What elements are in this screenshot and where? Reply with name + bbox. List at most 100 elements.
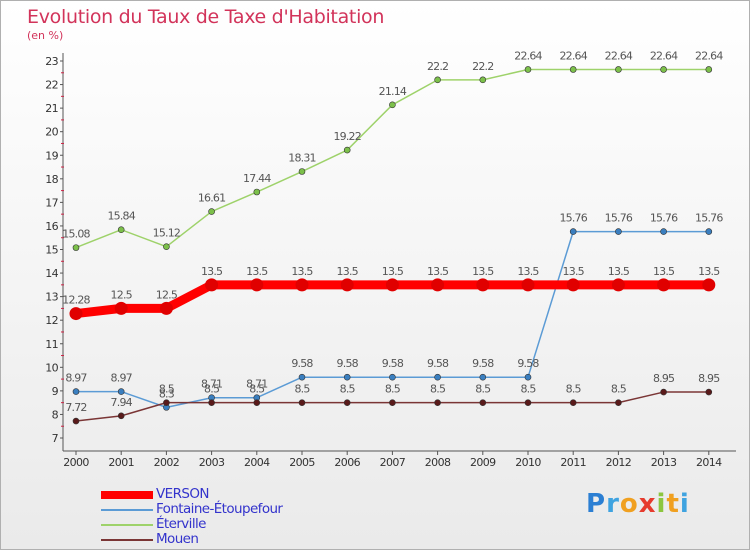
data-point (114, 301, 128, 315)
x-tick-label: 2004 (244, 456, 270, 469)
data-label: 12.28 (62, 294, 90, 307)
data-label: 13.5 (246, 265, 268, 278)
brand-logo: Proxiti (586, 489, 690, 519)
x-tick-label: 2010 (515, 456, 541, 469)
data-label: 8.97 (111, 372, 133, 385)
data-label: 7.72 (65, 401, 86, 414)
data-label: 8.5 (611, 383, 627, 396)
data-point (298, 399, 306, 406)
x-tick-label: 2001 (108, 456, 134, 469)
legend-label: Fontaine-Étoupefour (156, 501, 283, 517)
logo-letter: i (656, 489, 667, 519)
legend-label: Éterville (156, 516, 206, 532)
data-label: 15.76 (650, 212, 678, 225)
logo-letter: P (586, 489, 607, 519)
y-tick-label: 14 (45, 267, 58, 280)
legend-label: Mouen (156, 531, 199, 547)
data-point (298, 168, 306, 175)
x-tick-label: 2000 (63, 456, 89, 469)
data-label: 9.58 (427, 357, 449, 370)
legend-swatch (101, 524, 153, 526)
data-point (524, 66, 532, 73)
data-point (615, 66, 622, 73)
logo-letter: o (619, 489, 639, 519)
data-point (479, 373, 487, 381)
x-tick-label: 2009 (470, 456, 496, 469)
data-label: 22.64 (695, 49, 723, 62)
y-tick-label: 7 (52, 432, 59, 445)
data-point (205, 278, 219, 292)
data-point (343, 146, 351, 154)
data-point (208, 399, 215, 406)
data-label: 22.2 (427, 60, 448, 73)
data-label: 8.5 (294, 383, 310, 396)
data-label: 8.5 (520, 383, 536, 396)
chart-unit-label: (en %) (27, 29, 64, 42)
data-point (660, 388, 667, 396)
data-label: 8.71 (246, 378, 267, 391)
data-label: 18.31 (288, 152, 316, 165)
x-tick-label: 2011 (560, 456, 586, 469)
data-label: 16.61 (198, 192, 226, 205)
data-point (569, 228, 577, 235)
chart-title: Evolution du Taux de Taxe d'Habitation (27, 6, 385, 28)
data-label: 8.5 (159, 383, 175, 396)
data-label: 9.58 (382, 357, 404, 370)
data-label: 13.5 (201, 265, 223, 278)
y-tick-label: 22 (45, 79, 58, 92)
data-point (385, 278, 399, 292)
y-tick-label: 17 (45, 196, 58, 209)
data-point (524, 399, 532, 406)
x-tick-label: 2003 (199, 456, 225, 469)
data-point (434, 373, 441, 381)
data-label: 19.22 (333, 130, 361, 143)
legend-swatch (101, 509, 153, 511)
data-label: 13.5 (337, 265, 359, 278)
data-label: 9.58 (472, 357, 494, 370)
data-label: 13.5 (563, 265, 585, 278)
data-point (72, 417, 80, 425)
data-label: 13.5 (698, 265, 720, 278)
y-tick-label: 15 (45, 244, 58, 257)
logo-letter: t (666, 489, 680, 519)
data-label: 15.76 (559, 212, 587, 225)
y-tick-label: 23 (45, 55, 58, 68)
y-tick-label: 19 (45, 149, 58, 162)
y-tick-label: 8 (52, 408, 59, 421)
data-point (524, 373, 532, 381)
x-tick-label: 2002 (154, 456, 180, 469)
data-point (569, 66, 577, 73)
data-label: 13.5 (472, 265, 494, 278)
data-label: 7.94 (111, 396, 133, 409)
data-label: 8.5 (340, 383, 356, 396)
x-tick-label: 2013 (651, 456, 677, 469)
y-tick-label: 20 (45, 126, 58, 139)
data-label: 15.84 (107, 210, 135, 223)
data-label: 15.76 (605, 212, 633, 225)
data-label: 17.44 (243, 172, 271, 185)
data-point (295, 278, 309, 292)
x-tick-label: 2014 (696, 456, 722, 469)
data-label: 13.5 (517, 265, 539, 278)
data-point (702, 278, 716, 292)
data-point (163, 243, 170, 250)
data-label: 22.2 (472, 60, 493, 73)
y-tick-label: 21 (45, 102, 58, 115)
data-point (253, 399, 261, 406)
data-point (250, 278, 264, 292)
data-label: 8.5 (385, 383, 401, 396)
data-point (208, 208, 215, 215)
data-point (476, 278, 490, 292)
data-point (566, 278, 580, 292)
data-point (611, 278, 625, 292)
data-point (660, 66, 667, 73)
data-point (521, 278, 535, 292)
data-point (479, 76, 487, 84)
data-label: 8.5 (249, 383, 265, 396)
data-label: 22.64 (514, 49, 542, 62)
data-point (298, 373, 306, 381)
data-label: 8.5 (430, 383, 446, 396)
logo-letter: r (606, 489, 620, 519)
y-tick-label: 10 (45, 361, 58, 374)
